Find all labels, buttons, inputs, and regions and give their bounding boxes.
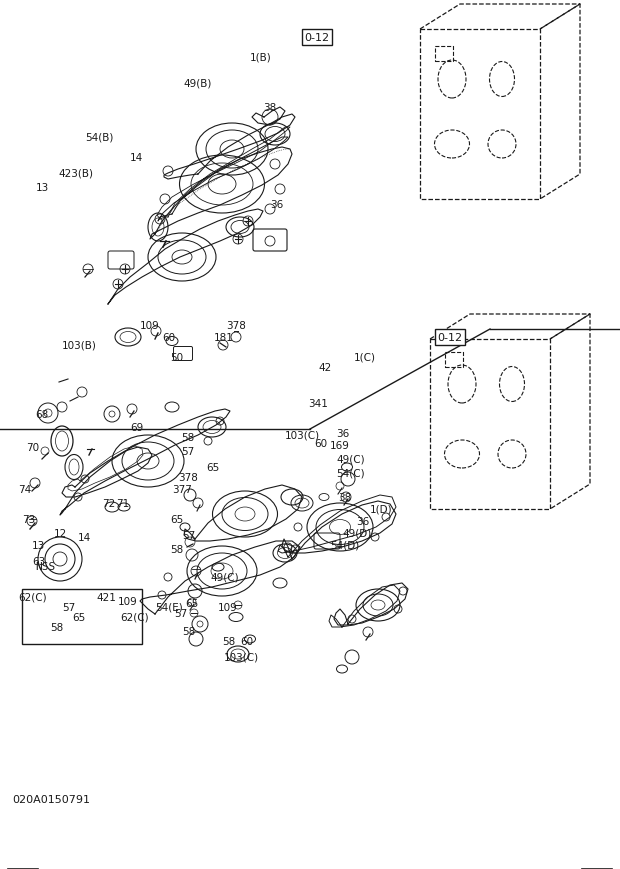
Text: 57: 57 <box>182 530 195 541</box>
Text: 58: 58 <box>50 622 63 633</box>
Bar <box>435 47 453 62</box>
Text: 58: 58 <box>182 627 195 636</box>
Text: 38: 38 <box>263 103 277 113</box>
Text: 378: 378 <box>226 321 246 330</box>
Text: 57: 57 <box>181 447 194 456</box>
Text: 72: 72 <box>102 499 115 508</box>
Text: 109: 109 <box>140 321 160 330</box>
Text: 58: 58 <box>170 544 184 554</box>
Text: 181: 181 <box>214 333 234 342</box>
Text: 49(B): 49(B) <box>183 78 211 88</box>
Text: 42: 42 <box>318 362 331 373</box>
Text: 378: 378 <box>178 473 198 482</box>
Text: 60: 60 <box>240 636 253 647</box>
Text: 13: 13 <box>32 541 45 550</box>
Text: 36: 36 <box>356 516 370 527</box>
Text: 14: 14 <box>78 533 91 542</box>
Text: 49(D): 49(D) <box>342 528 371 539</box>
Text: 68: 68 <box>35 409 48 420</box>
Text: 50: 50 <box>170 353 183 362</box>
Text: 0-12: 0-12 <box>438 333 463 342</box>
Text: 63: 63 <box>32 556 45 567</box>
Bar <box>445 353 463 368</box>
Text: 103(B): 103(B) <box>62 341 97 350</box>
Text: 58: 58 <box>181 433 194 442</box>
Text: NSS: NSS <box>35 561 55 571</box>
Text: 103(C): 103(C) <box>224 653 259 662</box>
Text: 36: 36 <box>336 428 349 439</box>
Text: 109: 109 <box>118 596 138 607</box>
Text: 1(C): 1(C) <box>354 353 376 362</box>
Text: 62(C): 62(C) <box>120 613 149 622</box>
Text: 65: 65 <box>206 462 219 473</box>
Text: 49(C): 49(C) <box>210 573 239 582</box>
Text: 69: 69 <box>130 422 143 433</box>
Text: 65: 65 <box>185 599 198 608</box>
Text: 377: 377 <box>172 484 192 494</box>
Text: 65: 65 <box>170 514 184 524</box>
Text: 60: 60 <box>314 439 327 448</box>
Text: 54(C): 54(C) <box>336 468 365 479</box>
Text: 169: 169 <box>330 441 350 450</box>
Text: 62(C): 62(C) <box>18 593 46 602</box>
Text: 57: 57 <box>174 608 187 618</box>
Text: 58: 58 <box>222 636 235 647</box>
Text: 109: 109 <box>218 602 237 613</box>
Text: 73: 73 <box>22 514 35 524</box>
Text: 71: 71 <box>116 499 129 508</box>
Text: 36: 36 <box>270 200 283 209</box>
Text: 1(D): 1(D) <box>370 504 392 514</box>
Text: 341: 341 <box>308 399 328 408</box>
Text: 14: 14 <box>130 153 143 163</box>
Text: 38: 38 <box>338 493 352 502</box>
Text: 423(B): 423(B) <box>58 169 93 179</box>
Bar <box>22 589 142 644</box>
Text: 74: 74 <box>18 484 31 494</box>
Text: 70: 70 <box>26 442 39 453</box>
Text: 103(C): 103(C) <box>285 430 320 441</box>
Text: 65: 65 <box>72 613 86 622</box>
Text: 60: 60 <box>162 333 175 342</box>
Text: 421: 421 <box>96 593 116 602</box>
Text: 13: 13 <box>36 182 49 193</box>
Text: 54(D): 54(D) <box>330 541 359 550</box>
Text: 0-12: 0-12 <box>304 33 330 43</box>
Text: 54(E): 54(E) <box>155 602 183 613</box>
Text: 49(C): 49(C) <box>336 454 365 464</box>
Text: 020A0150791: 020A0150791 <box>12 794 90 804</box>
Text: 12: 12 <box>54 528 67 539</box>
Text: 54(B): 54(B) <box>85 133 113 143</box>
Text: 57: 57 <box>62 602 75 613</box>
Text: 1(B): 1(B) <box>250 53 272 63</box>
